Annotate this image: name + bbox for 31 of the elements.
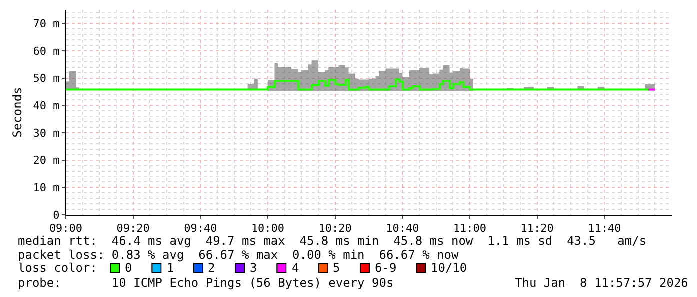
legend-label: 2 (208, 261, 216, 275)
text: packet loss: 0.83 % avg 66.67 % max 0.00 % min 66.67 % now (18, 248, 460, 262)
y-tick-label: 0 (53, 208, 60, 222)
x-tick-label: 11:40 (588, 222, 622, 236)
legend-label: 5 (333, 261, 340, 275)
text: probe: 10 ICMP Echo Pings (56 Bytes) every 90s (18, 276, 394, 290)
y-tick-label: 60 m (33, 44, 60, 58)
y-tick-label: 50 m (33, 72, 60, 86)
text: Thu Jan 8 11:57:57 2026 (515, 276, 688, 290)
x-tick-label: 10:40 (386, 222, 420, 236)
x-tick-label: 09:00 (49, 222, 83, 236)
legend-label: 0 (125, 261, 132, 275)
legend-label: 4 (292, 261, 300, 275)
y-tick-label: 70 m (33, 18, 60, 31)
y-tick-label: 10 m (33, 182, 60, 195)
x-tick-label: 11:20 (520, 222, 554, 236)
legend-label: 1 (167, 261, 174, 275)
y-tick-label: 40 m (33, 100, 60, 113)
x-tick-label: 10:00 (251, 222, 285, 236)
legend-label: 3 (250, 261, 258, 275)
legend-title: loss color: (18, 261, 98, 275)
x-tick-label: 09:40 (184, 222, 218, 236)
x-tick-label: 11:00 (453, 222, 487, 236)
y-tick-label: 20 m (33, 154, 60, 168)
legend-label: 6-9 (375, 261, 397, 275)
y-axis-title: Seconds (10, 87, 25, 138)
y-tick-label: 30 m (33, 126, 60, 140)
x-tick-label: 10:20 (318, 222, 352, 236)
legend-label: 10/10 (431, 261, 468, 275)
text: median rtt: 46.4 ms avg 49.7 ms max 45.8 ms min 45.8 ms now 1.1 ms sd 43.5 am/s (18, 234, 647, 248)
x-tick-label: 09:20 (116, 222, 150, 236)
